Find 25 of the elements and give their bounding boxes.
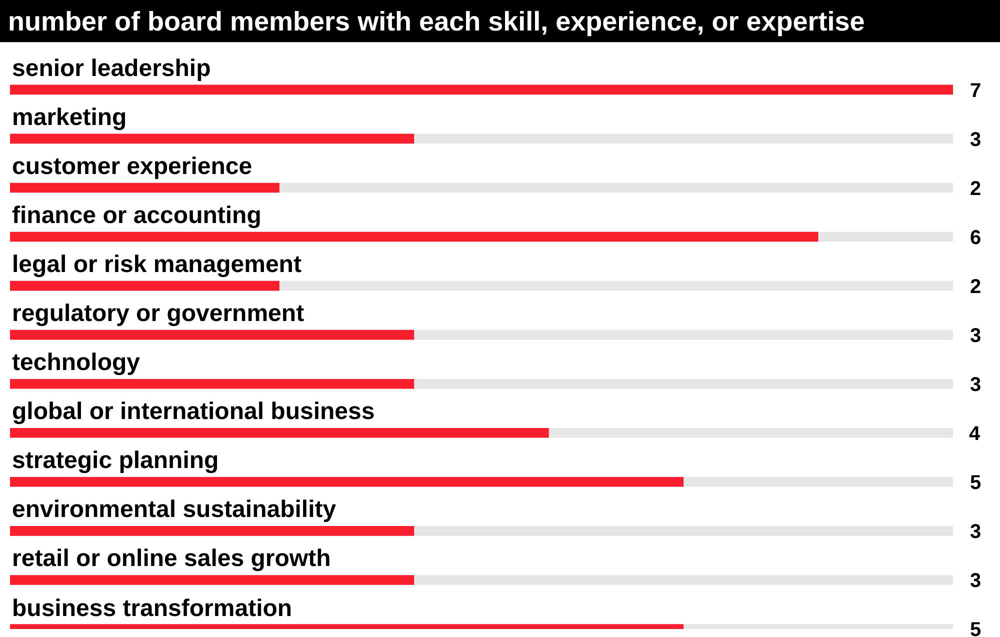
data-label: 3	[970, 325, 982, 347]
data-label: 3	[970, 374, 982, 396]
y-tick-label: global or international business	[12, 398, 375, 425]
y-tick-label: legal or risk management	[12, 251, 302, 278]
data-label: 2	[970, 276, 982, 298]
data-label: 5	[970, 619, 982, 637]
y-tick-label: environmental sustainability	[12, 496, 337, 523]
data-label: 7	[970, 80, 982, 102]
y-tick-label: technology	[12, 349, 141, 376]
y-tick-label: marketing	[12, 104, 127, 131]
chart-title: number of board members with each skill, experience, or expertise	[8, 6, 865, 36]
y-tick-label: senior leadership	[12, 55, 211, 82]
data-label: 4	[969, 423, 981, 445]
data-label: 3	[970, 521, 982, 543]
y-tick-label: strategic planning	[12, 447, 219, 474]
y-tick-label: regulatory or government	[12, 300, 304, 327]
data-label: 2	[970, 178, 982, 200]
data-label: 3	[970, 570, 982, 592]
y-tick-label: retail or online sales growth	[12, 545, 331, 572]
data-label: 5	[970, 472, 982, 494]
y-tick-label: customer experience	[12, 153, 252, 180]
y-tick-label: finance or accounting	[12, 202, 262, 229]
y-tick-label: business transformation	[12, 595, 292, 622]
data-label: 3	[970, 129, 982, 151]
data-label: 6	[970, 227, 982, 249]
